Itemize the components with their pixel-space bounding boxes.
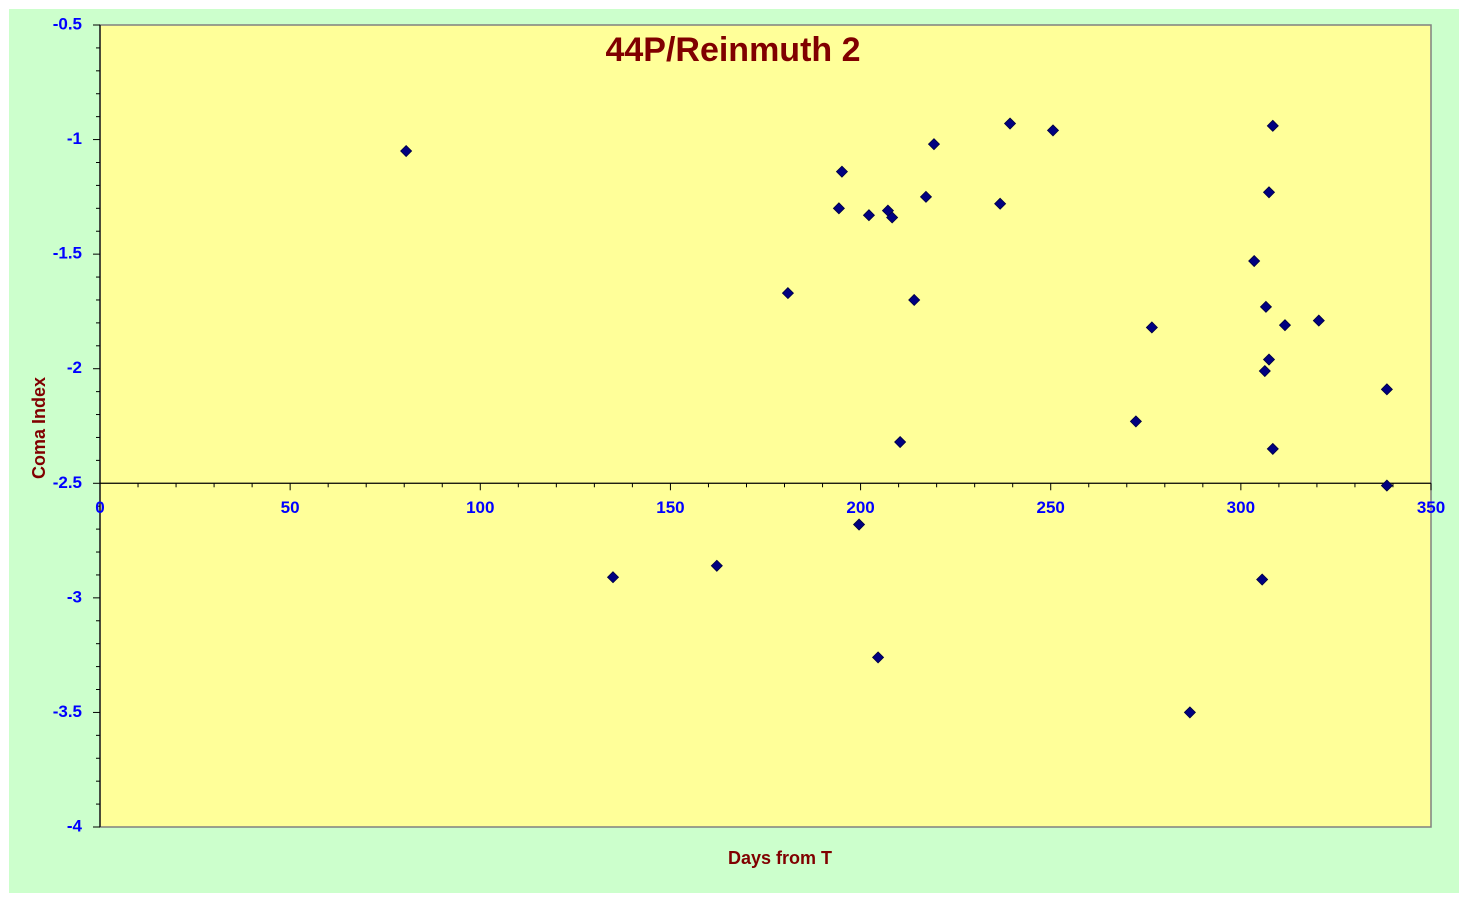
point — [862, 209, 876, 222]
x-tick-label: 50 — [281, 498, 300, 517]
x-tick-label: 150 — [656, 498, 684, 517]
point — [1129, 415, 1142, 428]
point — [1278, 319, 1292, 332]
y-tick-label: -1 — [67, 129, 82, 148]
point — [1380, 479, 1393, 492]
point — [710, 559, 723, 572]
point — [1046, 124, 1060, 137]
point — [1380, 383, 1393, 396]
y-axis-label: Coma Index — [29, 377, 49, 479]
point — [927, 138, 941, 151]
chart-title: 44P/Reinmuth 2 — [605, 31, 860, 69]
x-tick-label: 250 — [1037, 498, 1065, 517]
y-tick-label: -3 — [67, 587, 82, 606]
point — [994, 197, 1007, 210]
point — [835, 165, 849, 178]
point — [1262, 353, 1276, 366]
y-tick-label: -3.5 — [53, 702, 82, 721]
point — [832, 202, 845, 215]
x-axis-label: Days from T — [728, 848, 832, 868]
x-tick-label: 200 — [846, 498, 874, 517]
point — [894, 435, 907, 449]
plot-area — [99, 24, 1432, 828]
point — [871, 651, 885, 664]
x-tick-label: 350 — [1417, 498, 1445, 517]
point — [1258, 364, 1271, 378]
point — [1259, 300, 1273, 313]
point — [1312, 314, 1325, 327]
point — [1266, 119, 1279, 132]
point — [400, 144, 413, 158]
x-tick-label: 0 — [95, 498, 104, 517]
y-tick-label: -4 — [67, 816, 83, 835]
point — [1266, 442, 1279, 455]
point — [1003, 117, 1017, 130]
point — [1262, 186, 1276, 199]
point — [1248, 254, 1261, 268]
point — [1256, 573, 1269, 586]
x-tick-label: 100 — [466, 498, 494, 517]
point — [1183, 706, 1196, 719]
y-tick-label: -0.5 — [53, 14, 82, 33]
y-tick-label: -1.5 — [53, 244, 82, 263]
y-tick-label: -2.5 — [53, 473, 82, 492]
y-tick-label: -2 — [67, 358, 82, 377]
point — [1145, 321, 1158, 334]
point — [781, 287, 795, 300]
point — [886, 211, 899, 224]
point — [908, 293, 921, 307]
point — [852, 518, 866, 531]
point — [919, 190, 933, 203]
x-tick-label: 300 — [1227, 498, 1255, 517]
point — [606, 571, 620, 584]
